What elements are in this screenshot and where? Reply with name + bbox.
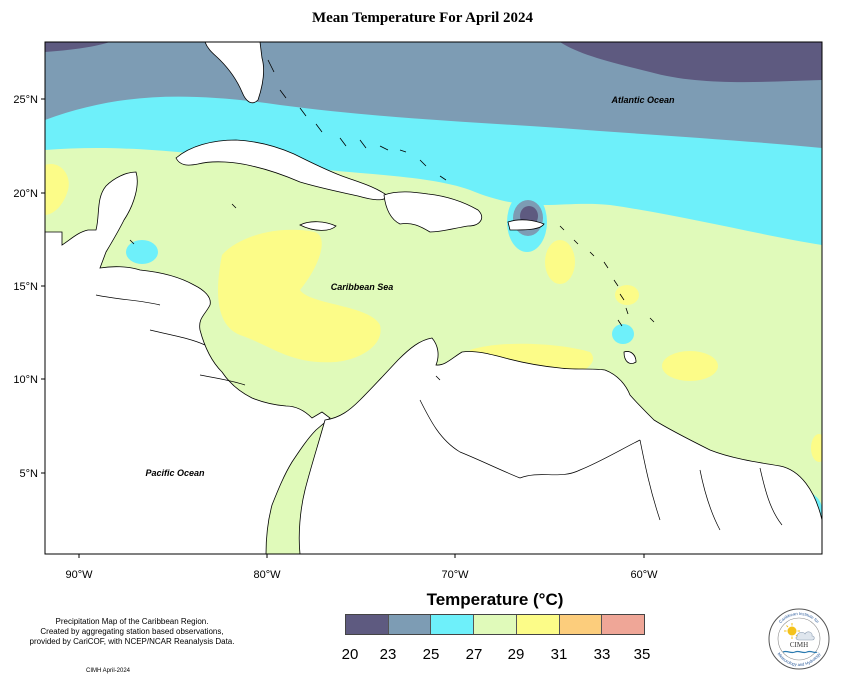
land-masses bbox=[45, 42, 822, 554]
lat-tick-label: 10°N bbox=[13, 374, 38, 386]
lat-tick-label: 20°N bbox=[13, 188, 38, 200]
lat-tick-label: 5°N bbox=[20, 468, 39, 480]
lon-tick-label: 70°W bbox=[441, 569, 469, 581]
cloud-icon bbox=[795, 631, 815, 641]
legend-swatch-25-27 bbox=[431, 615, 475, 634]
legend-tick-labels: 20 23 25 27 29 31 33 35 bbox=[341, 646, 651, 666]
zone-20-23 bbox=[560, 42, 822, 83]
legend-swatch-29-31 bbox=[516, 615, 560, 634]
puerto-rico bbox=[507, 219, 545, 231]
map-title: Mean Temperature For April 2024 bbox=[311, 10, 534, 26]
logo-abbr: CIMH bbox=[790, 641, 808, 649]
region-labels: Atlantic Ocean Caribbean Sea Pacific Oce… bbox=[145, 95, 675, 478]
legend-tick: 29 bbox=[507, 646, 525, 663]
credits-line: provided by CariCOF, with NCEP/NCAR Rean… bbox=[29, 637, 235, 646]
lat-tick-labels: 25°N 20°N 15°N 10°N 5°N bbox=[13, 94, 38, 480]
small-islands bbox=[129, 59, 655, 381]
credits-block: Precipitation Map of the Caribbean Regio… bbox=[8, 617, 256, 647]
legend-swatch-33-35 bbox=[602, 615, 645, 634]
jamaica bbox=[299, 221, 337, 231]
cuba bbox=[175, 139, 389, 201]
legend-tick: 27 bbox=[465, 646, 483, 663]
trinidad bbox=[623, 351, 637, 364]
legend-swatch-20-23 bbox=[346, 615, 389, 634]
legend-tick: 20 bbox=[341, 646, 359, 663]
south-america bbox=[298, 337, 822, 554]
legend-title: Temperature (°C) bbox=[426, 590, 564, 609]
legend-tick: 31 bbox=[550, 646, 568, 663]
footer-text: CIMH April-2024 bbox=[86, 668, 131, 674]
temperature-map: 25°N 20°N 15°N 10°N 5°N 90°W 80°W 70°W 6… bbox=[13, 41, 823, 581]
lat-tick-marks bbox=[41, 98, 645, 558]
country-borders bbox=[95, 294, 783, 531]
sun-icon bbox=[784, 623, 800, 639]
florida bbox=[204, 42, 265, 104]
legend-tick: 25 bbox=[422, 646, 440, 663]
lon-tick-label: 60°W bbox=[630, 569, 658, 581]
lon-tick-label: 80°W bbox=[253, 569, 281, 581]
legend-tick: 23 bbox=[379, 646, 397, 663]
atlantic-ocean-label: Atlantic Ocean bbox=[610, 95, 675, 105]
waves-icon bbox=[782, 650, 818, 654]
lon-tick-label: 90°W bbox=[65, 569, 93, 581]
cimh-logo: Caribbean Institute for Meteorology and … bbox=[768, 608, 830, 670]
legend-color-bar bbox=[345, 614, 645, 635]
legend-tick: 35 bbox=[633, 646, 651, 663]
legend-swatch-27-29 bbox=[474, 615, 517, 634]
lon-tick-labels: 90°W 80°W 70°W 60°W bbox=[65, 569, 658, 581]
map-frame bbox=[44, 41, 823, 555]
credits-line: Precipitation Map of the Caribbean Regio… bbox=[55, 617, 209, 626]
temperature-zones bbox=[45, 42, 822, 554]
legend-swatch-23-25 bbox=[388, 615, 432, 634]
legend-tick: 33 bbox=[593, 646, 611, 663]
hispaniola bbox=[383, 191, 482, 233]
central-america bbox=[45, 171, 331, 554]
legend-swatch-31-33 bbox=[559, 615, 603, 634]
credits-line: Created by aggregating station based obs… bbox=[40, 627, 224, 636]
lat-tick-label: 15°N bbox=[13, 281, 38, 293]
pacific-ocean-label: Pacific Ocean bbox=[145, 468, 205, 478]
lat-tick-label: 25°N bbox=[13, 94, 38, 106]
zone-29-31-central bbox=[217, 229, 381, 363]
caribbean-sea-label: Caribbean Sea bbox=[331, 282, 394, 292]
